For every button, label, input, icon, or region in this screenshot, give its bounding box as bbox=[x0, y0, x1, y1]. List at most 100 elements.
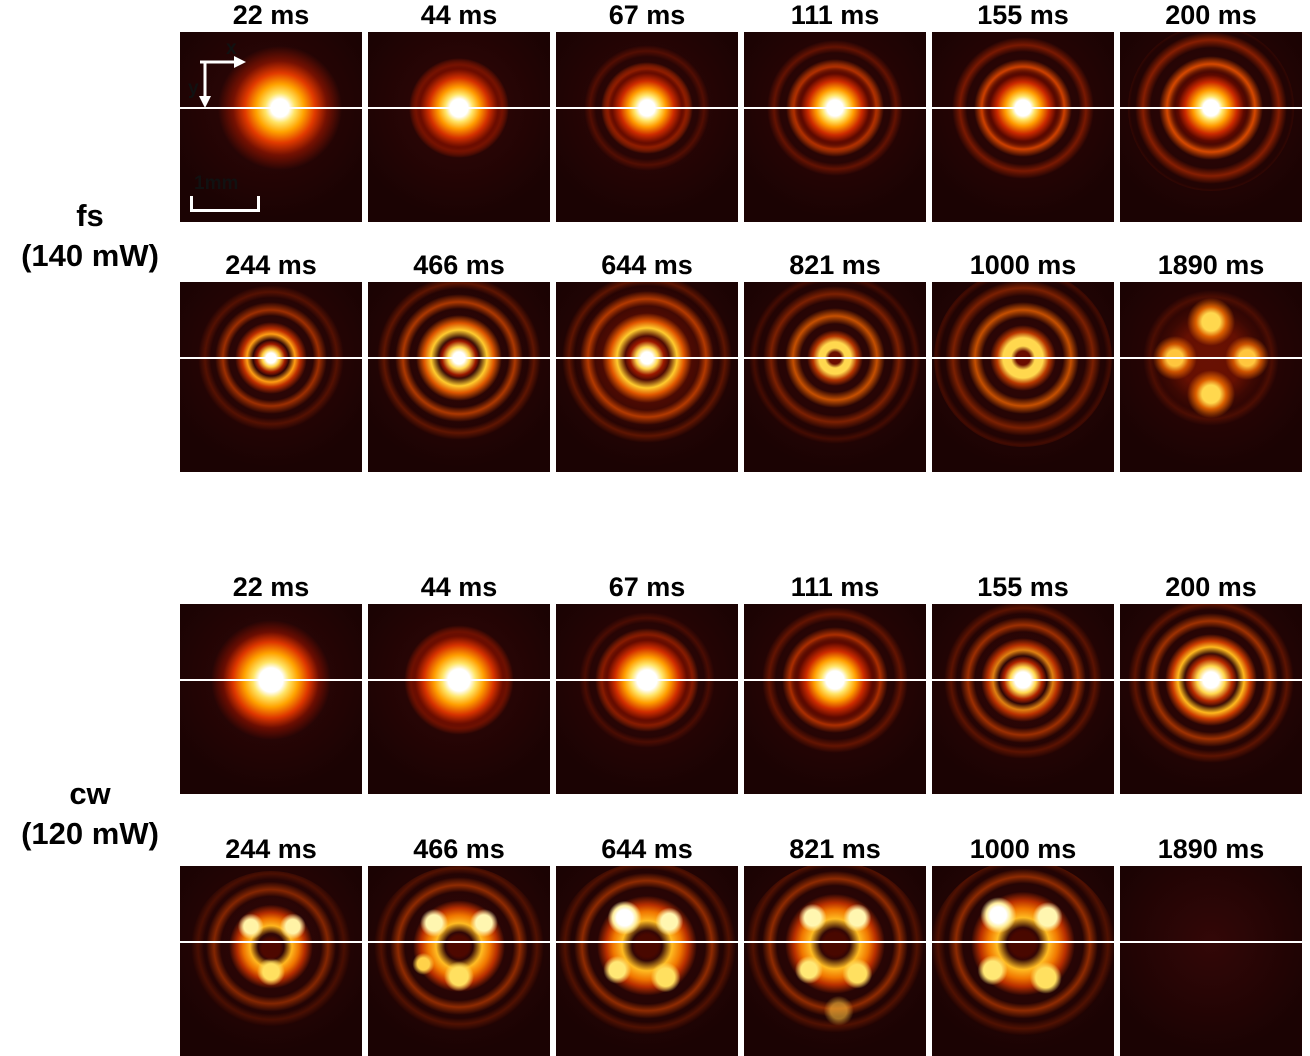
frame-cell: 644 ms bbox=[556, 834, 738, 1056]
time-label: 244 ms bbox=[225, 834, 317, 864]
beam-spot bbox=[944, 32, 1102, 187]
time-label: 244 ms bbox=[225, 250, 317, 280]
fs-row-1: 22 ms x y 1mm bbox=[180, 0, 1310, 222]
scale-bar bbox=[190, 196, 260, 212]
fs-label: fs bbox=[76, 197, 104, 233]
beam-spot bbox=[187, 871, 355, 1040]
beam-spot bbox=[370, 866, 548, 1045]
y-axis-label: y bbox=[188, 78, 199, 99]
frame-cell: 244 ms bbox=[180, 250, 362, 472]
beam-spot bbox=[932, 866, 1114, 1051]
frame-cell: 44 ms bbox=[368, 0, 550, 222]
frame-cell: 155 ms bbox=[932, 0, 1114, 222]
scan-line bbox=[180, 679, 362, 681]
beam-spot bbox=[756, 604, 914, 759]
frame-cell: 22 ms x y 1mm bbox=[180, 0, 362, 222]
time-label: 67 ms bbox=[608, 572, 686, 602]
time-label: 1890 ms bbox=[1157, 834, 1265, 864]
time-label: 821 ms bbox=[789, 834, 881, 864]
beam-spot bbox=[942, 604, 1104, 761]
cw-group: cw (120 mW) 22 ms 44 ms bbox=[0, 572, 1310, 1056]
beam-panel bbox=[180, 282, 362, 472]
beam-panel bbox=[1120, 604, 1302, 794]
time-label: 200 ms bbox=[1165, 0, 1257, 30]
time-label: 821 ms bbox=[789, 250, 881, 280]
beam-panel bbox=[180, 604, 362, 794]
scan-line bbox=[932, 357, 1114, 359]
frame-cell: 155 ms bbox=[932, 572, 1114, 794]
beam-panel bbox=[744, 604, 926, 794]
x-axis-label: x bbox=[226, 38, 237, 59]
fs-power-label: (140 mW) bbox=[21, 238, 159, 273]
time-label: 644 ms bbox=[601, 250, 693, 280]
frame-cell: 1000 ms bbox=[932, 250, 1114, 472]
beam-spot bbox=[744, 866, 926, 1049]
frame-cell: 67 ms bbox=[556, 572, 738, 794]
beam-panel bbox=[368, 282, 550, 472]
scan-line bbox=[180, 357, 362, 359]
scan-line bbox=[744, 679, 926, 681]
fs-rows: 22 ms x y 1mm bbox=[180, 0, 1310, 472]
scan-line bbox=[180, 107, 362, 109]
scan-line bbox=[368, 357, 550, 359]
beam-panel bbox=[368, 32, 550, 222]
frame-cell: 1000 ms bbox=[932, 834, 1114, 1056]
scan-line bbox=[1120, 107, 1302, 109]
scan-line bbox=[744, 941, 926, 943]
beam-panel bbox=[1120, 866, 1302, 1056]
scan-line bbox=[556, 107, 738, 109]
fs-group-label: fs (140 mW) bbox=[0, 0, 180, 472]
frame-cell: 821 ms bbox=[744, 834, 926, 1056]
time-label: 22 ms bbox=[232, 572, 310, 602]
time-label: 200 ms bbox=[1165, 572, 1257, 602]
frame-cell: 644 ms bbox=[556, 250, 738, 472]
beam-panel bbox=[556, 866, 738, 1056]
cw-group-label: cw (120 mW) bbox=[0, 572, 180, 1056]
scan-line bbox=[932, 107, 1114, 109]
frame-cell: 44 ms bbox=[368, 572, 550, 794]
time-label: 111 ms bbox=[790, 572, 880, 602]
beam-panel bbox=[744, 282, 926, 472]
beam-panel bbox=[744, 866, 926, 1056]
cw-row-1: 22 ms 44 ms 67 ms bbox=[180, 572, 1310, 794]
scan-line bbox=[180, 941, 362, 943]
time-label: 644 ms bbox=[601, 834, 693, 864]
beam-spot bbox=[373, 282, 545, 444]
scan-line bbox=[368, 941, 550, 943]
time-label: 67 ms bbox=[608, 0, 686, 30]
x-axis-arrowhead-icon bbox=[234, 56, 246, 68]
time-label: 466 ms bbox=[413, 250, 505, 280]
beam-spot bbox=[934, 282, 1112, 447]
time-label: 22 ms bbox=[232, 0, 310, 30]
scan-line bbox=[1120, 679, 1302, 681]
time-label: 111 ms bbox=[790, 0, 880, 30]
time-label: 155 ms bbox=[977, 572, 1069, 602]
cw-label: cw bbox=[69, 775, 111, 811]
frame-cell: 1890 ms bbox=[1120, 834, 1302, 1056]
frame-cell: 22 ms bbox=[180, 572, 362, 794]
beam-spot bbox=[1128, 604, 1294, 763]
cw-row-2: 244 ms 466 ms 644 ms bbox=[180, 834, 1310, 1056]
scan-line bbox=[744, 357, 926, 359]
scan-line bbox=[368, 107, 550, 109]
scan-line bbox=[932, 941, 1114, 943]
beam-spot bbox=[558, 282, 736, 447]
beam-panel bbox=[932, 866, 1114, 1056]
frame-cell: 466 ms bbox=[368, 834, 550, 1056]
beam-panel bbox=[556, 604, 738, 794]
scan-line bbox=[932, 679, 1114, 681]
time-label: 1000 ms bbox=[969, 834, 1077, 864]
scan-line bbox=[556, 679, 738, 681]
fs-group: fs (140 mW) 22 ms x bbox=[0, 0, 1310, 472]
frame-cell: 1890 ms bbox=[1120, 250, 1302, 472]
y-axis-arrowhead-icon bbox=[199, 96, 211, 108]
scale-bar-label: 1mm bbox=[194, 173, 239, 194]
scan-line bbox=[368, 679, 550, 681]
frame-cell: 111 ms bbox=[744, 0, 926, 222]
frame-cell: 111 ms bbox=[744, 572, 926, 794]
cw-power-label: (120 mW) bbox=[21, 816, 159, 851]
beam-panel bbox=[932, 604, 1114, 794]
beam-panel bbox=[744, 32, 926, 222]
frame-cell: 466 ms bbox=[368, 250, 550, 472]
frame-cell: 244 ms bbox=[180, 834, 362, 1056]
